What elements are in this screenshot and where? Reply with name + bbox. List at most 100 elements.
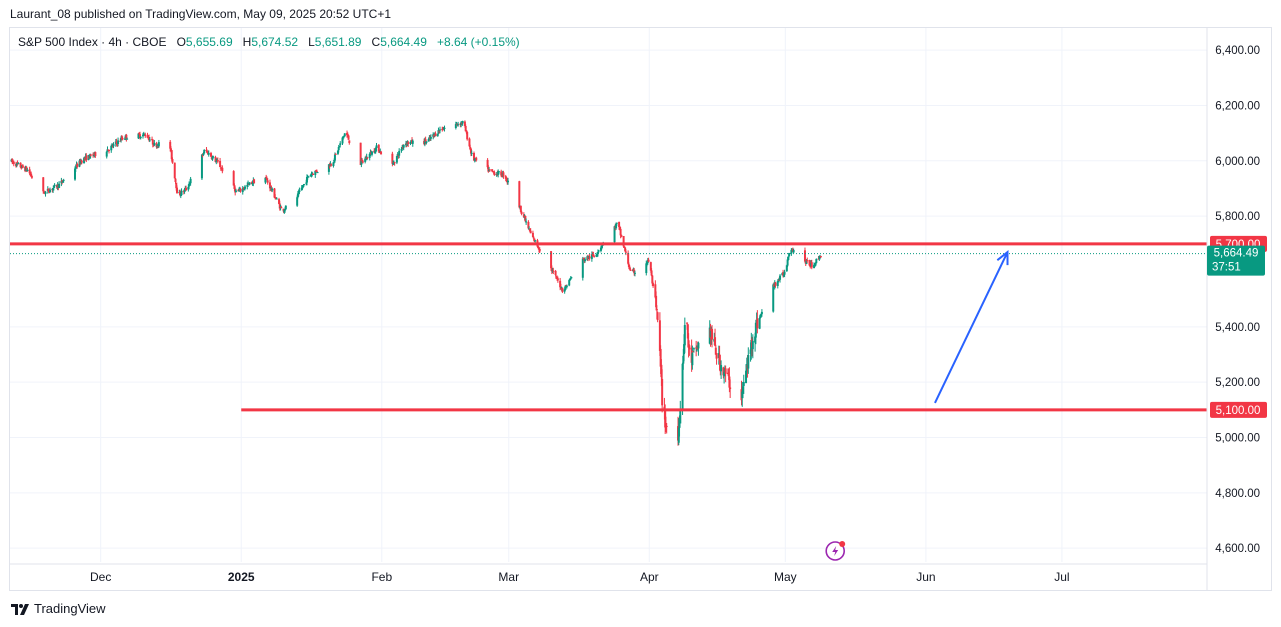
candle-body [655,295,658,308]
candle-body [284,205,287,210]
candle-body [658,320,661,351]
candle-body [460,122,463,126]
grid [10,28,1207,562]
candle-body [591,253,594,255]
candle-body [550,267,553,272]
open-value: 5,655.69 [185,35,233,49]
candle-body [596,252,599,254]
candle-body [819,256,822,258]
candle-body [221,167,224,172]
candle-body [138,132,141,135]
candle-body [491,169,494,172]
candle-body [120,137,123,139]
tradingview-brand[interactable]: TradingView [10,601,106,616]
candle-body [126,138,129,140]
candle-body [442,128,445,130]
change-value: +8.64 (+0.15%) [436,35,520,49]
candle-body [182,190,185,192]
candle-body [169,141,172,149]
candle-body [443,127,446,129]
candle-body [203,150,206,154]
candle-body [500,171,503,176]
candle-body [302,185,305,188]
candle-body [123,138,126,140]
candle-body [742,381,745,386]
candle-body [627,264,630,268]
candle-body [805,260,808,264]
candle-body [12,161,15,165]
candle-body [772,284,775,312]
candle-body [105,151,108,157]
published-caption: Laurant_08 published on TradingView.com,… [10,7,392,21]
candle-body [173,162,176,179]
candle-body [456,123,459,125]
candle-body [89,154,92,156]
candle-body [278,203,281,209]
candle-body [711,328,714,340]
candle-body [550,251,553,269]
candle-body [628,266,631,270]
candle-body [506,180,509,183]
candle-body [718,354,721,361]
candle-body [655,308,658,311]
candle-body [527,221,530,229]
candle-body [565,285,568,287]
candle-body [497,171,500,173]
levels: 5,700.005,100.00 [10,235,1267,418]
candle-body [402,144,405,148]
candle-body [475,157,478,161]
candle-body [581,258,584,278]
candle-body [792,250,795,253]
candle-body [555,275,558,279]
candle-body [411,140,414,144]
candle-body [374,147,377,152]
candle-body [305,182,308,184]
candle-body [597,250,600,252]
candle-body [327,164,330,172]
candle-body [554,270,557,276]
candle-body [590,254,593,259]
candle-body [723,372,726,376]
candle-body [275,198,278,200]
candle-body [502,172,505,177]
candle-body [457,124,460,126]
candle-body [461,121,464,124]
candle-body [148,139,151,141]
candle-body [239,188,242,192]
candle-body [241,188,244,193]
candle-body [366,157,369,159]
candle-body [17,163,20,165]
candle-body [599,247,602,251]
overlays: 5,664.49 37:51 [10,245,1265,561]
time-tick-label: May [774,570,797,584]
candle-body [214,157,217,162]
candle-body [174,178,177,182]
candle-body [360,160,363,165]
candle-body [62,179,65,181]
candle-body [157,142,160,147]
candle-body [375,145,378,149]
candle-body [395,156,398,163]
candle-body [52,185,55,188]
candle-body [157,145,160,147]
candle-body [407,142,410,144]
candle-body [15,162,18,166]
candle-body [596,253,599,255]
time-tick-label: 2025 [228,570,255,584]
symbol-info[interactable]: S&P 500 Index · 4h · CBOE [18,35,167,49]
candle-body [339,143,342,146]
candle-body [296,197,299,206]
candle-body [686,322,689,324]
candle-body [504,175,507,179]
candle-body [336,150,339,154]
candle-body [776,281,779,286]
candle-body [747,354,750,369]
candle-body [695,349,698,351]
candle-body [30,176,33,178]
candle-body [237,190,240,192]
candle-body [615,224,618,229]
candle-body [486,159,489,168]
candle-body [534,240,537,242]
candle-body [380,151,383,155]
